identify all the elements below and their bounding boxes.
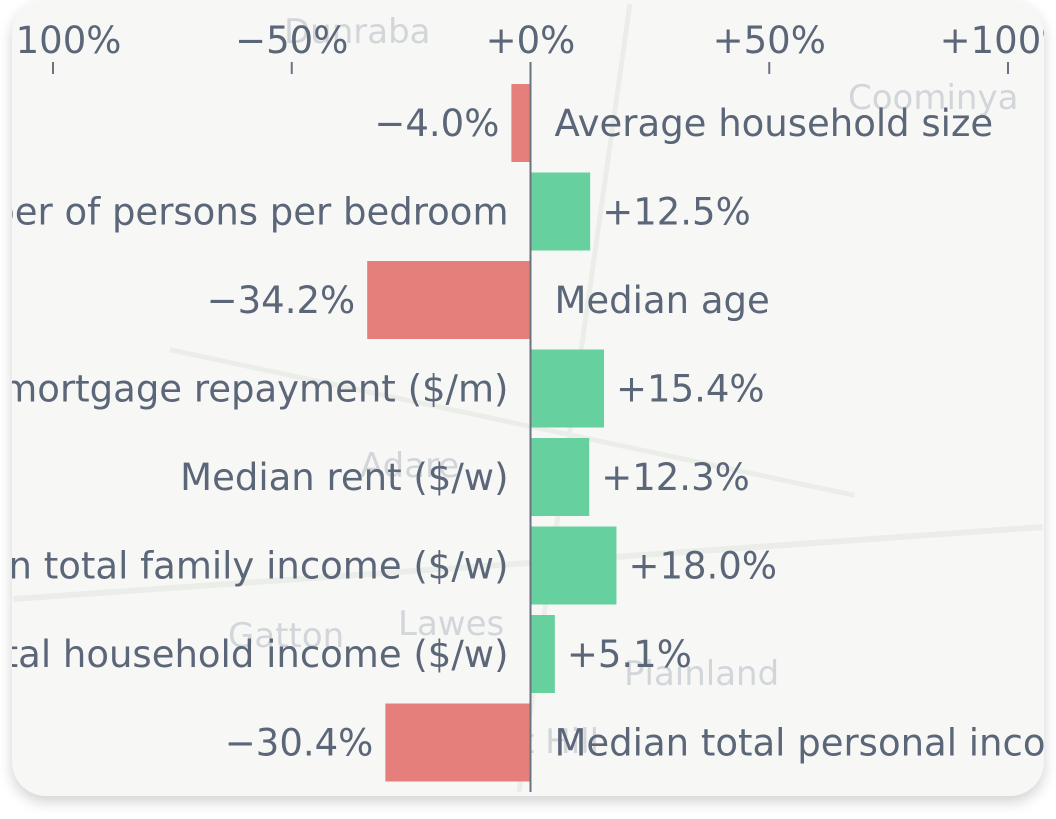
bar [531, 438, 590, 516]
map-place-label: Adare [360, 446, 460, 486]
bar [531, 350, 605, 428]
category-label: Median total personal income ($/w) [555, 722, 1045, 765]
map-place-label: Lawes [398, 604, 505, 644]
category-label: Median mortgage repayment ($/m) [0, 368, 509, 411]
bar-chart: −100% −50% +0% +50% +100% −4.0% Average house… [0, 0, 1044, 796]
x-tick-label: +100% [940, 19, 1044, 62]
bar [385, 704, 530, 782]
map-place-label: Coominya [848, 78, 1019, 118]
category-label: Average household size [555, 102, 994, 145]
map-place-label: Dunraba [284, 12, 431, 52]
labels: −4.0% Average household size +12.5% Average… [0, 102, 1044, 765]
bar [511, 84, 530, 162]
x-tick-label: +50% [713, 19, 826, 62]
category-label: Median age [555, 279, 770, 322]
bar-value-label: +18.0% [628, 545, 777, 588]
x-tick-label: −50% [235, 19, 348, 62]
bar-value-label: −4.0% [374, 102, 499, 145]
bar-value-label: +12.5% [602, 191, 751, 234]
bar-value-label: +15.4% [616, 368, 765, 411]
bar [531, 527, 617, 605]
bar-value-label: −34.2% [207, 279, 356, 322]
x-tick-label: +0% [486, 19, 576, 62]
bar [531, 173, 591, 251]
bar [531, 615, 555, 693]
bar-value-label: +5.1% [567, 633, 692, 676]
bars [367, 84, 616, 782]
category-label: Median rent ($/w) [180, 456, 508, 499]
category-label: Median total family income ($/w) [0, 545, 509, 588]
map-place-label: Plainland [624, 654, 780, 694]
category-label: Average number of persons per bedroom [0, 191, 509, 234]
bar-value-label: −30.4% [225, 722, 374, 765]
x-axis: −100% −50% +0% +50% +100% [0, 19, 1044, 74]
bar [367, 261, 530, 339]
map-place-label: Gatton [228, 616, 345, 656]
x-tick-label: −100% [0, 19, 121, 62]
category-label: Median total household income ($/w) [0, 633, 509, 676]
bar-value-label: +12.3% [601, 456, 750, 499]
